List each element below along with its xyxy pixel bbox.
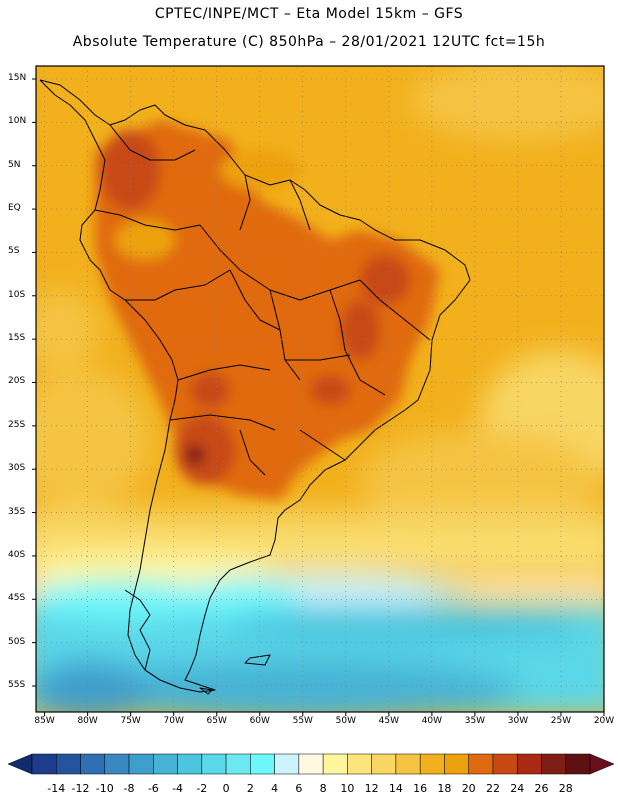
temperature-field	[36, 66, 604, 712]
colorbar-label: -6	[147, 782, 159, 795]
latitude-label: 50S	[8, 636, 26, 647]
colorbar-swatch	[541, 753, 566, 775]
coastline	[39, 79, 471, 695]
latitude-label: 45S	[8, 593, 26, 604]
colorbar-swatch	[201, 753, 227, 775]
colorbar-swatch	[274, 753, 300, 775]
colorbar-label: 26	[534, 782, 549, 795]
colorbar-label: 8	[319, 782, 327, 795]
latitude-label: 30S	[8, 463, 26, 474]
colorbar-label: 24	[510, 782, 525, 795]
colorbar-label: 22	[485, 782, 500, 795]
colorbar-swatch	[468, 753, 494, 775]
colorbar-label: -2	[196, 782, 208, 795]
colorbar-swatch	[80, 753, 106, 775]
colorbar-swatch	[128, 753, 154, 775]
map-title-line-1: CPTEC/INPE/MCT – Eta Model 15km – GFS	[154, 6, 464, 22]
colorbar-swatch	[419, 753, 445, 775]
colorbar-label: -10	[95, 782, 114, 795]
longitude-label: 40W	[421, 716, 443, 726]
latitude-label: 10S	[8, 289, 26, 300]
colorbar-swatch	[298, 753, 324, 775]
longitude-label: 25W	[550, 716, 572, 726]
colorbar-label: 20	[461, 782, 476, 795]
latitude-label: 55S	[8, 679, 26, 690]
latitude-label: 5N	[8, 159, 21, 170]
longitude-label: 70W	[163, 716, 184, 726]
colorbar-swatch	[225, 753, 251, 775]
colorbar-swatch	[565, 753, 591, 775]
latitude-label: 15N	[8, 73, 27, 83]
colorbar-label: 12	[364, 782, 379, 795]
colorbar-swatch	[250, 753, 275, 775]
latitude-label: 5S	[8, 246, 20, 257]
longitude-label: 35W	[464, 716, 486, 726]
longitude-label: 60W	[249, 716, 270, 726]
colorbar-label: 28	[558, 782, 573, 795]
colorbar-label: 18	[437, 782, 452, 795]
colorbar-label: 2	[246, 782, 254, 795]
colorbar-label: 14	[388, 782, 403, 795]
longitude-label: 75W	[120, 716, 141, 726]
colorbar-label: 10	[340, 782, 355, 795]
colorbar-swatch	[31, 753, 57, 775]
longitude-label: 50W	[335, 716, 356, 726]
colorbar-label: -12	[71, 782, 90, 795]
colorbar-label: -14	[47, 782, 66, 795]
colorbar-label: 4	[271, 782, 279, 795]
longitude-label: 30W	[507, 716, 529, 726]
colorbar-swatch	[56, 753, 81, 775]
colorbar-swatch	[492, 753, 518, 775]
longitude-label: 45W	[378, 716, 400, 726]
colorbar	[7, 753, 615, 775]
colorbar-high-end	[589, 753, 615, 775]
colorbar-label: 6	[295, 782, 303, 795]
longitude-label: 65W	[206, 716, 227, 726]
colorbar-swatch	[371, 753, 397, 775]
colorbar-swatch	[347, 753, 372, 775]
colorbar-label: -4	[172, 782, 184, 795]
latitude-label: 20S	[8, 376, 26, 387]
colorbar-label: 16	[413, 782, 428, 795]
colorbar-swatch	[516, 753, 542, 775]
colorbar-swatch	[444, 753, 469, 775]
colorbar-swatch	[395, 753, 421, 775]
map-title-line-2: Absolute Temperature (C) 850hPa – 28/01/…	[72, 34, 546, 50]
longitude-label: 85W	[34, 716, 55, 726]
colorbar-swatch	[153, 753, 178, 775]
latitude-label: 25S	[8, 419, 26, 430]
latitude-label: 35S	[8, 506, 26, 517]
colorbar-low-end	[7, 753, 33, 775]
longitude-label: 80W	[77, 716, 98, 726]
latitude-label: 15S	[8, 333, 26, 344]
colorbar-label: 0	[222, 782, 230, 795]
colorbar-swatch	[177, 753, 203, 775]
latitude-label: 40S	[8, 549, 26, 560]
longitude-label: 55W	[292, 716, 313, 726]
colorbar-swatch	[104, 753, 130, 775]
latitude-label: EQ	[8, 203, 21, 214]
colorbar-label: -8	[123, 782, 135, 795]
axis-ticks	[32, 78, 605, 716]
latitude-label: 10N	[8, 116, 27, 127]
longitude-label: 20W	[593, 716, 615, 726]
map-frame	[35, 65, 605, 713]
colorbar-swatch	[322, 753, 348, 775]
